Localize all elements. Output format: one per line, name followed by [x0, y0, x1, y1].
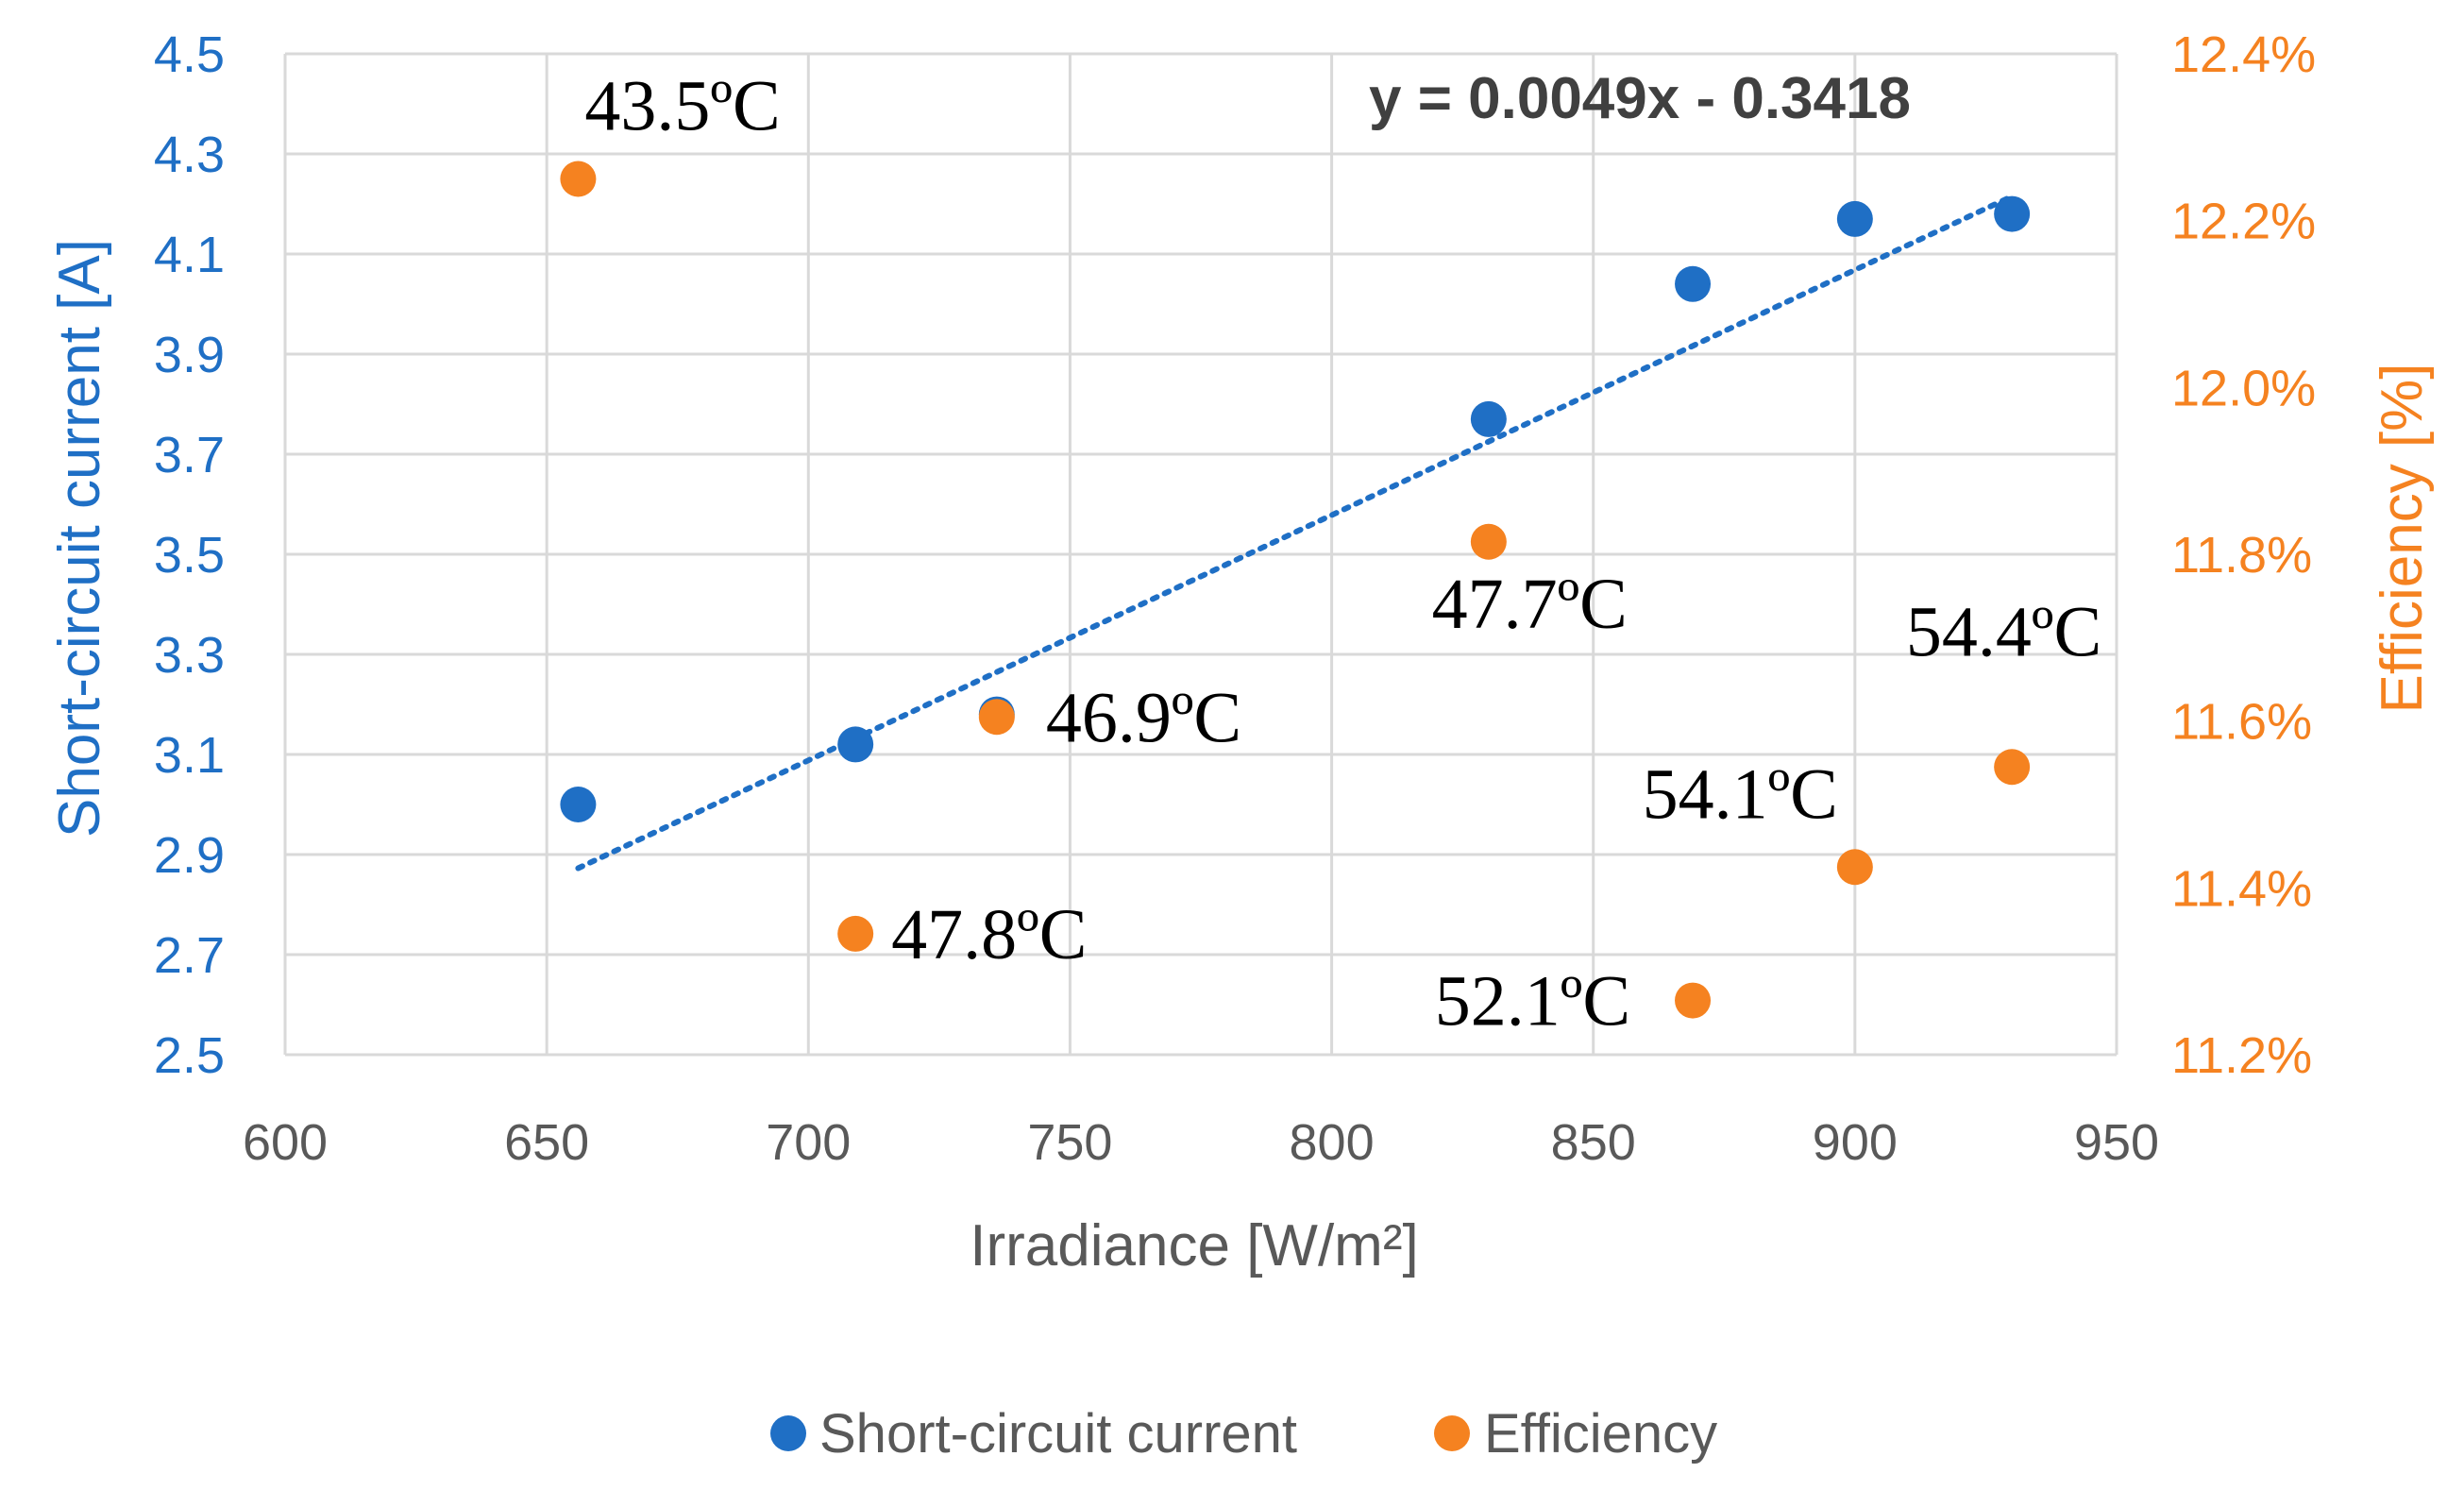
- temperature-label: 47.8ºC: [891, 895, 1087, 974]
- y-right-tick-label: 11.6%: [2171, 694, 2312, 751]
- legend-label-efficiency: Efficiency: [1484, 1403, 1717, 1465]
- trendline-group: [575, 193, 2016, 872]
- y-left-tick-label: 3.1: [154, 727, 225, 784]
- point-efficiency: [1470, 523, 1507, 560]
- y-left-tick-label: 3.5: [154, 527, 225, 584]
- y-right-tick-label: 12.2%: [2171, 194, 2316, 250]
- x-tick-label: 700: [766, 1114, 851, 1171]
- legend-marker-efficiency: [1434, 1415, 1470, 1451]
- point-short-circuit-current: [1470, 400, 1507, 437]
- point-efficiency: [1994, 749, 2031, 786]
- trendline-equation: y = 0.0049x - 0.3418: [1369, 66, 1911, 131]
- y-right-tick-label: 12.0%: [2171, 360, 2316, 416]
- legend-label-short-circuit-current: Short-circuit current: [819, 1403, 1297, 1465]
- x-axis-title: Irradiance [W/m²]: [970, 1213, 1418, 1278]
- legend-marker-short-circuit-current: [770, 1415, 806, 1451]
- y-left-tick-label: 3.3: [154, 627, 225, 684]
- y-left-tick-label: 2.7: [154, 927, 225, 984]
- temperature-label: 52.1ºC: [1435, 962, 1630, 1041]
- point-efficiency: [837, 915, 874, 952]
- y-left-tick-label: 3.9: [154, 327, 225, 383]
- x-tick-label: 600: [243, 1114, 328, 1171]
- point-efficiency: [1836, 849, 1873, 886]
- point-short-circuit-current: [837, 726, 874, 763]
- legend: Short-circuit current Efficiency: [770, 1403, 1717, 1465]
- axis-ticks: 600 650 700 750 800 850 900 950 2.5 2.7 2.9 3.1 3.3 3…: [154, 26, 2316, 1171]
- y-right-tick-label: 11.4%: [2171, 860, 2312, 917]
- x-tick-label: 900: [1813, 1114, 1898, 1171]
- temperature-labels: 43.5ºC 47.8ºC 46.9ºC 47.7ºC 52.1ºC 54.1ºC 54.4…: [584, 67, 2101, 1041]
- y-right-tick-label: 11.2%: [2171, 1027, 2312, 1084]
- y-axis-left-title: Short-circuit current [A]: [47, 239, 112, 838]
- y-right-tick-label: 11.8%: [2171, 527, 2312, 584]
- y-left-tick-label: 4.5: [154, 26, 225, 83]
- y-right-tick-label: 12.4%: [2171, 26, 2316, 83]
- temperature-label: 54.1ºC: [1643, 754, 1838, 834]
- temperature-label: 54.4ºC: [1906, 592, 2101, 671]
- trendline: [575, 193, 2016, 872]
- y-left-tick-label: 4.3: [154, 127, 225, 183]
- x-tick-label: 800: [1290, 1114, 1375, 1171]
- data-points: [560, 161, 2031, 1019]
- point-short-circuit-current: [1994, 195, 2031, 232]
- y-left-tick-label: 2.9: [154, 827, 225, 884]
- x-tick-label: 650: [504, 1114, 589, 1171]
- y-axis-right-title: Efficiency [%]: [2370, 363, 2435, 713]
- y-left-tick-label: 4.1: [154, 227, 225, 283]
- point-short-circuit-current: [560, 787, 597, 822]
- y-left-tick-label: 2.5: [154, 1027, 225, 1084]
- point-efficiency: [978, 699, 1015, 736]
- y-left-tick-label: 3.7: [154, 427, 225, 483]
- point-short-circuit-current: [1836, 200, 1873, 237]
- point-short-circuit-current: [1675, 265, 1712, 302]
- gridlines: [283, 52, 2118, 1057]
- temperature-label: 46.9ºC: [1046, 678, 1241, 757]
- temperature-label: 47.7ºC: [1432, 565, 1628, 644]
- x-tick-label: 750: [1027, 1114, 1112, 1171]
- point-efficiency: [1675, 982, 1712, 1019]
- x-tick-label: 850: [1551, 1114, 1636, 1171]
- x-tick-label: 950: [2074, 1114, 2159, 1171]
- point-efficiency: [560, 161, 597, 197]
- temperature-label: 43.5ºC: [584, 67, 780, 146]
